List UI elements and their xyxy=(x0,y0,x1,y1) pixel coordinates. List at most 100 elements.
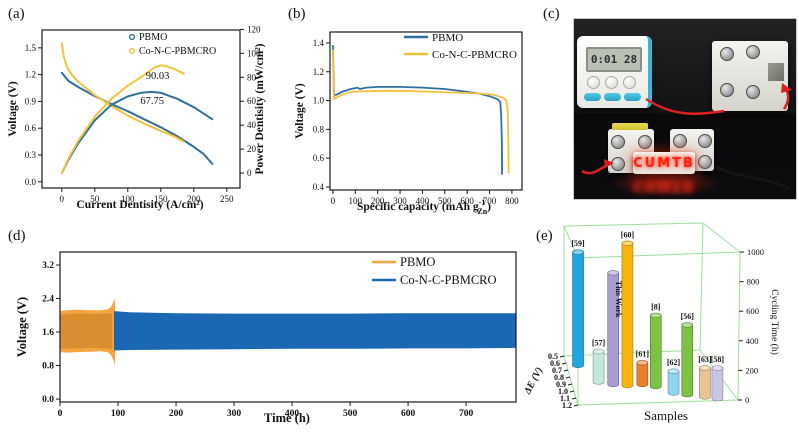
panel-c-label: (c) xyxy=(543,6,560,22)
svg-text:100: 100 xyxy=(111,409,126,419)
timer-key-icon xyxy=(604,93,621,101)
plot-frame xyxy=(41,29,241,189)
bolt-icon xyxy=(673,134,687,148)
svg-text:0.6: 0.6 xyxy=(313,153,325,163)
metal-patch xyxy=(768,63,784,81)
frame-edge xyxy=(699,222,704,351)
series-PBMO xyxy=(331,44,504,175)
annotation: 67.75 xyxy=(140,96,164,107)
bar-[63]: [63] xyxy=(698,355,712,400)
bolt-icon xyxy=(720,83,734,97)
y2-axis-label: Power Dentisity (mW/cm²) xyxy=(254,43,266,174)
y-axis-label: Voltage (V) xyxy=(15,297,29,357)
svg-text:0.8: 0.8 xyxy=(554,373,564,382)
svg-text:0: 0 xyxy=(745,395,749,405)
svg-text:0: 0 xyxy=(331,196,336,206)
bar-[8]: [8] xyxy=(649,302,662,390)
bar-inline-label: This Work xyxy=(614,281,623,318)
svg-text:500: 500 xyxy=(343,409,358,419)
x-axis-label: Current Dentisity (A/cm²) xyxy=(76,199,203,211)
svg-text:0.0: 0.0 xyxy=(42,395,54,405)
bar-ref-label: [60] xyxy=(621,230,635,239)
bolt-icon xyxy=(698,155,712,169)
bar-This Work: This Work xyxy=(607,270,623,388)
svg-text:0.6: 0.6 xyxy=(25,123,37,133)
fuel-cell-device xyxy=(712,41,788,111)
led-display: CUMTB xyxy=(633,152,695,174)
samples-axis-label: Samples xyxy=(644,408,688,423)
legend-label: Co-N-C-PBMCRO xyxy=(432,49,517,61)
timer-key-icon xyxy=(584,93,601,101)
bar-[58]: [58] xyxy=(711,355,724,402)
timer-device: 0:01 28 xyxy=(577,36,652,108)
black-wire xyxy=(715,165,791,191)
bolt-icon xyxy=(698,134,712,148)
svg-text:300: 300 xyxy=(393,196,407,206)
y-axis-label: Voltage (V) xyxy=(7,81,19,137)
bar-ref-label: [8] xyxy=(651,302,661,311)
svg-text:0: 0 xyxy=(58,409,63,419)
bar-[59]: [59] xyxy=(571,239,585,368)
timer-button-icon xyxy=(605,76,618,89)
svg-text:0: 0 xyxy=(60,194,65,204)
frame-edge xyxy=(737,251,741,401)
plot-frame xyxy=(329,31,523,191)
series-PBMO voltage xyxy=(60,71,214,165)
legend-label: PBMO xyxy=(432,32,463,44)
band-Co-N-C-PBMCRO xyxy=(114,311,516,351)
led-reflection: CUMTB xyxy=(633,178,695,194)
bar-ref-label: [57] xyxy=(592,339,606,348)
svg-text:800: 800 xyxy=(505,196,519,206)
experiment-photo: 0:01 28 xyxy=(573,18,797,200)
bar-[60]: [60] xyxy=(621,230,635,389)
svg-text:100: 100 xyxy=(247,48,261,58)
timer-button-icon xyxy=(587,76,600,89)
panel-b-chart: 0 100 200 300 400 500 600 700 800 0.4 0.6 0.8 1.0 1.2… xyxy=(294,31,523,216)
svg-text:1000: 1000 xyxy=(747,247,764,257)
legend-label: PBMO xyxy=(400,255,435,269)
band-PBMO core xyxy=(60,313,113,349)
svg-text:2.4: 2.4 xyxy=(42,295,54,305)
bar-[56]: [56] xyxy=(681,312,695,398)
svg-text:1.6: 1.6 xyxy=(42,328,54,338)
svg-text:60: 60 xyxy=(247,96,257,106)
svg-text:1.0: 1.0 xyxy=(313,96,325,106)
y-axis-label: Voltage (V) xyxy=(294,83,306,139)
svg-text:1.1: 1.1 xyxy=(560,394,570,403)
panel-a-chart: 0 50 100 150 200 250 0.0 0.3 0.6 0.9 1.2 1.5 0 20 40 60… xyxy=(7,24,266,211)
legend-marker-icon xyxy=(128,47,136,55)
panel-a-label: (a) xyxy=(8,6,25,22)
svg-text:20: 20 xyxy=(247,144,257,154)
series-Co-N-C-PBMCRO voltage xyxy=(60,42,185,143)
bar-ref-label: [62] xyxy=(667,358,681,367)
svg-text:0.0: 0.0 xyxy=(25,177,37,187)
bar-[62]: [62] xyxy=(667,358,681,396)
bar-ref-label: [59] xyxy=(571,239,585,248)
x-axis-label: Time (h) xyxy=(264,411,310,425)
plot-frame xyxy=(59,251,517,403)
svg-text:3.2: 3.2 xyxy=(42,261,54,271)
panel-e-chart: 0.50.60.70.80.91.01.11.2 ΔE (V) 0 200 400 600… xyxy=(522,222,780,423)
svg-text:0.7: 0.7 xyxy=(552,366,562,375)
series-Co-N-C-PBMCRO xyxy=(331,49,510,174)
svg-text:800: 800 xyxy=(747,277,760,287)
bolt-icon xyxy=(611,135,625,149)
svg-text:600: 600 xyxy=(460,196,474,206)
cycling-axis-label: Cycling Time (h) xyxy=(769,289,780,354)
frame-edge xyxy=(702,222,741,253)
x-axis-label: Specific capacity (mAh g-1 Zn) xyxy=(357,198,491,216)
panel-e-label: (e) xyxy=(536,228,553,244)
bar-ref-label: [56] xyxy=(681,312,695,321)
bolt-icon xyxy=(638,135,652,149)
svg-text:0.3: 0.3 xyxy=(25,150,37,160)
svg-text:1.0: 1.0 xyxy=(558,387,568,396)
legend-label: PBMO xyxy=(139,32,167,43)
svg-text:0.8: 0.8 xyxy=(42,362,54,372)
delta-e-axis-label: ΔE (V) xyxy=(522,366,546,397)
panel-d-label: (d) xyxy=(8,228,26,244)
svg-text:0.6: 0.6 xyxy=(550,359,560,368)
svg-text:150: 150 xyxy=(154,194,168,204)
svg-text:200: 200 xyxy=(745,365,758,375)
